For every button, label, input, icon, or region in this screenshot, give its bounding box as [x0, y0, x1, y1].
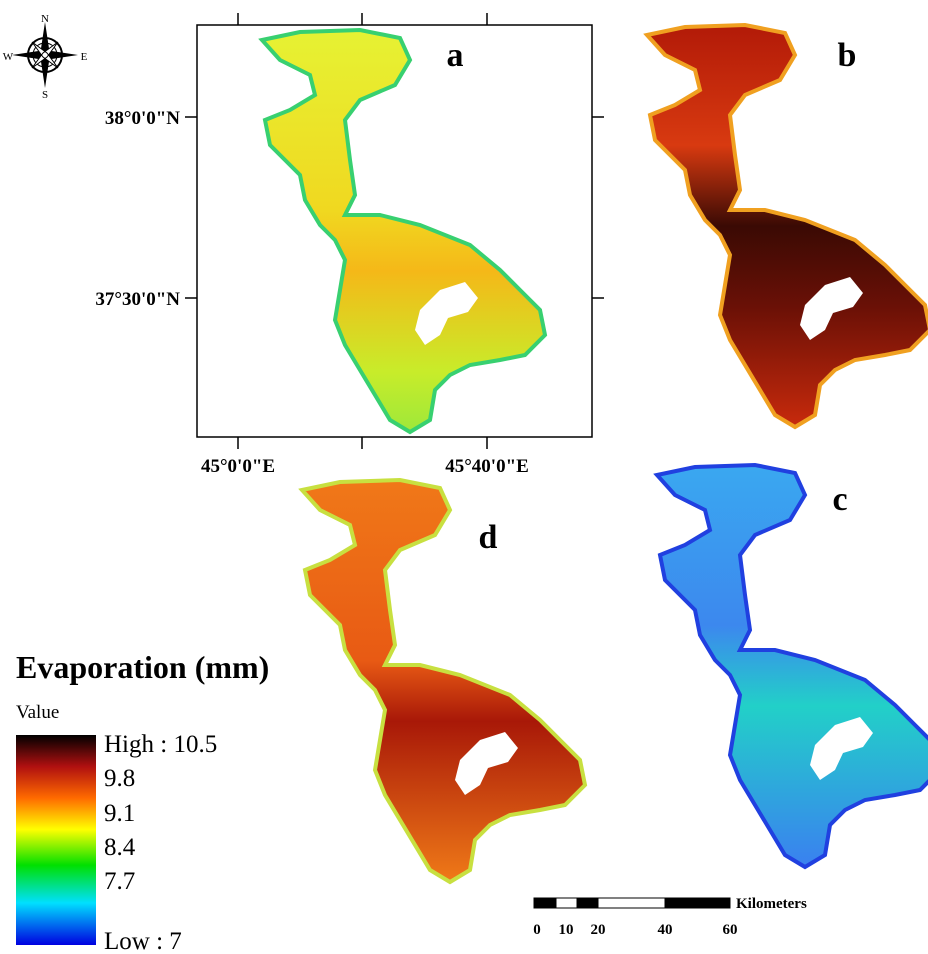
panel-label: b — [838, 37, 857, 74]
scale-bar — [533, 897, 731, 909]
longitude-label: 45°40'0"E — [445, 456, 529, 477]
legend-label: Low : 7 — [104, 928, 182, 954]
legend-label: 9.1 — [104, 800, 135, 827]
scale-label: 0 — [533, 922, 541, 938]
lake-map-b — [645, 23, 928, 429]
legend-label: High : 10.5 — [104, 731, 217, 758]
legend-label: 7.7 — [104, 868, 135, 895]
legend-label: 8.4 — [104, 834, 136, 861]
panel-label: d — [479, 519, 498, 556]
scale-unit: Kilometers — [736, 896, 807, 912]
scale-label: 20 — [591, 922, 606, 938]
north-label: N — [41, 13, 49, 25]
scale-label: 60 — [723, 922, 738, 938]
legend-title: Evaporation (mm) — [16, 649, 269, 685]
longitude-label: 45°0'0"E — [201, 456, 275, 477]
south-label: S — [42, 89, 48, 101]
scale-label: 40 — [658, 922, 673, 938]
color-ramp — [16, 735, 96, 945]
legend-subtitle: Value — [16, 702, 59, 723]
north-arrow: N E S W — [3, 13, 88, 101]
latitude-label: 37°30'0"N — [95, 289, 180, 310]
legend-label: 9.8 — [104, 765, 135, 792]
west-label: W — [3, 51, 14, 63]
latitude-label: 38°0'0"N — [105, 108, 180, 129]
lake-map-d — [300, 478, 587, 884]
panel-label: c — [832, 481, 847, 518]
lake-map-c — [655, 463, 928, 869]
panel-label: a — [447, 37, 464, 74]
legend-labels: High : 10.5 9.8 9.1 8.4 7.7 Low : 7 — [104, 731, 217, 954]
scale-label: 10 — [559, 922, 574, 938]
east-label: E — [81, 51, 88, 63]
